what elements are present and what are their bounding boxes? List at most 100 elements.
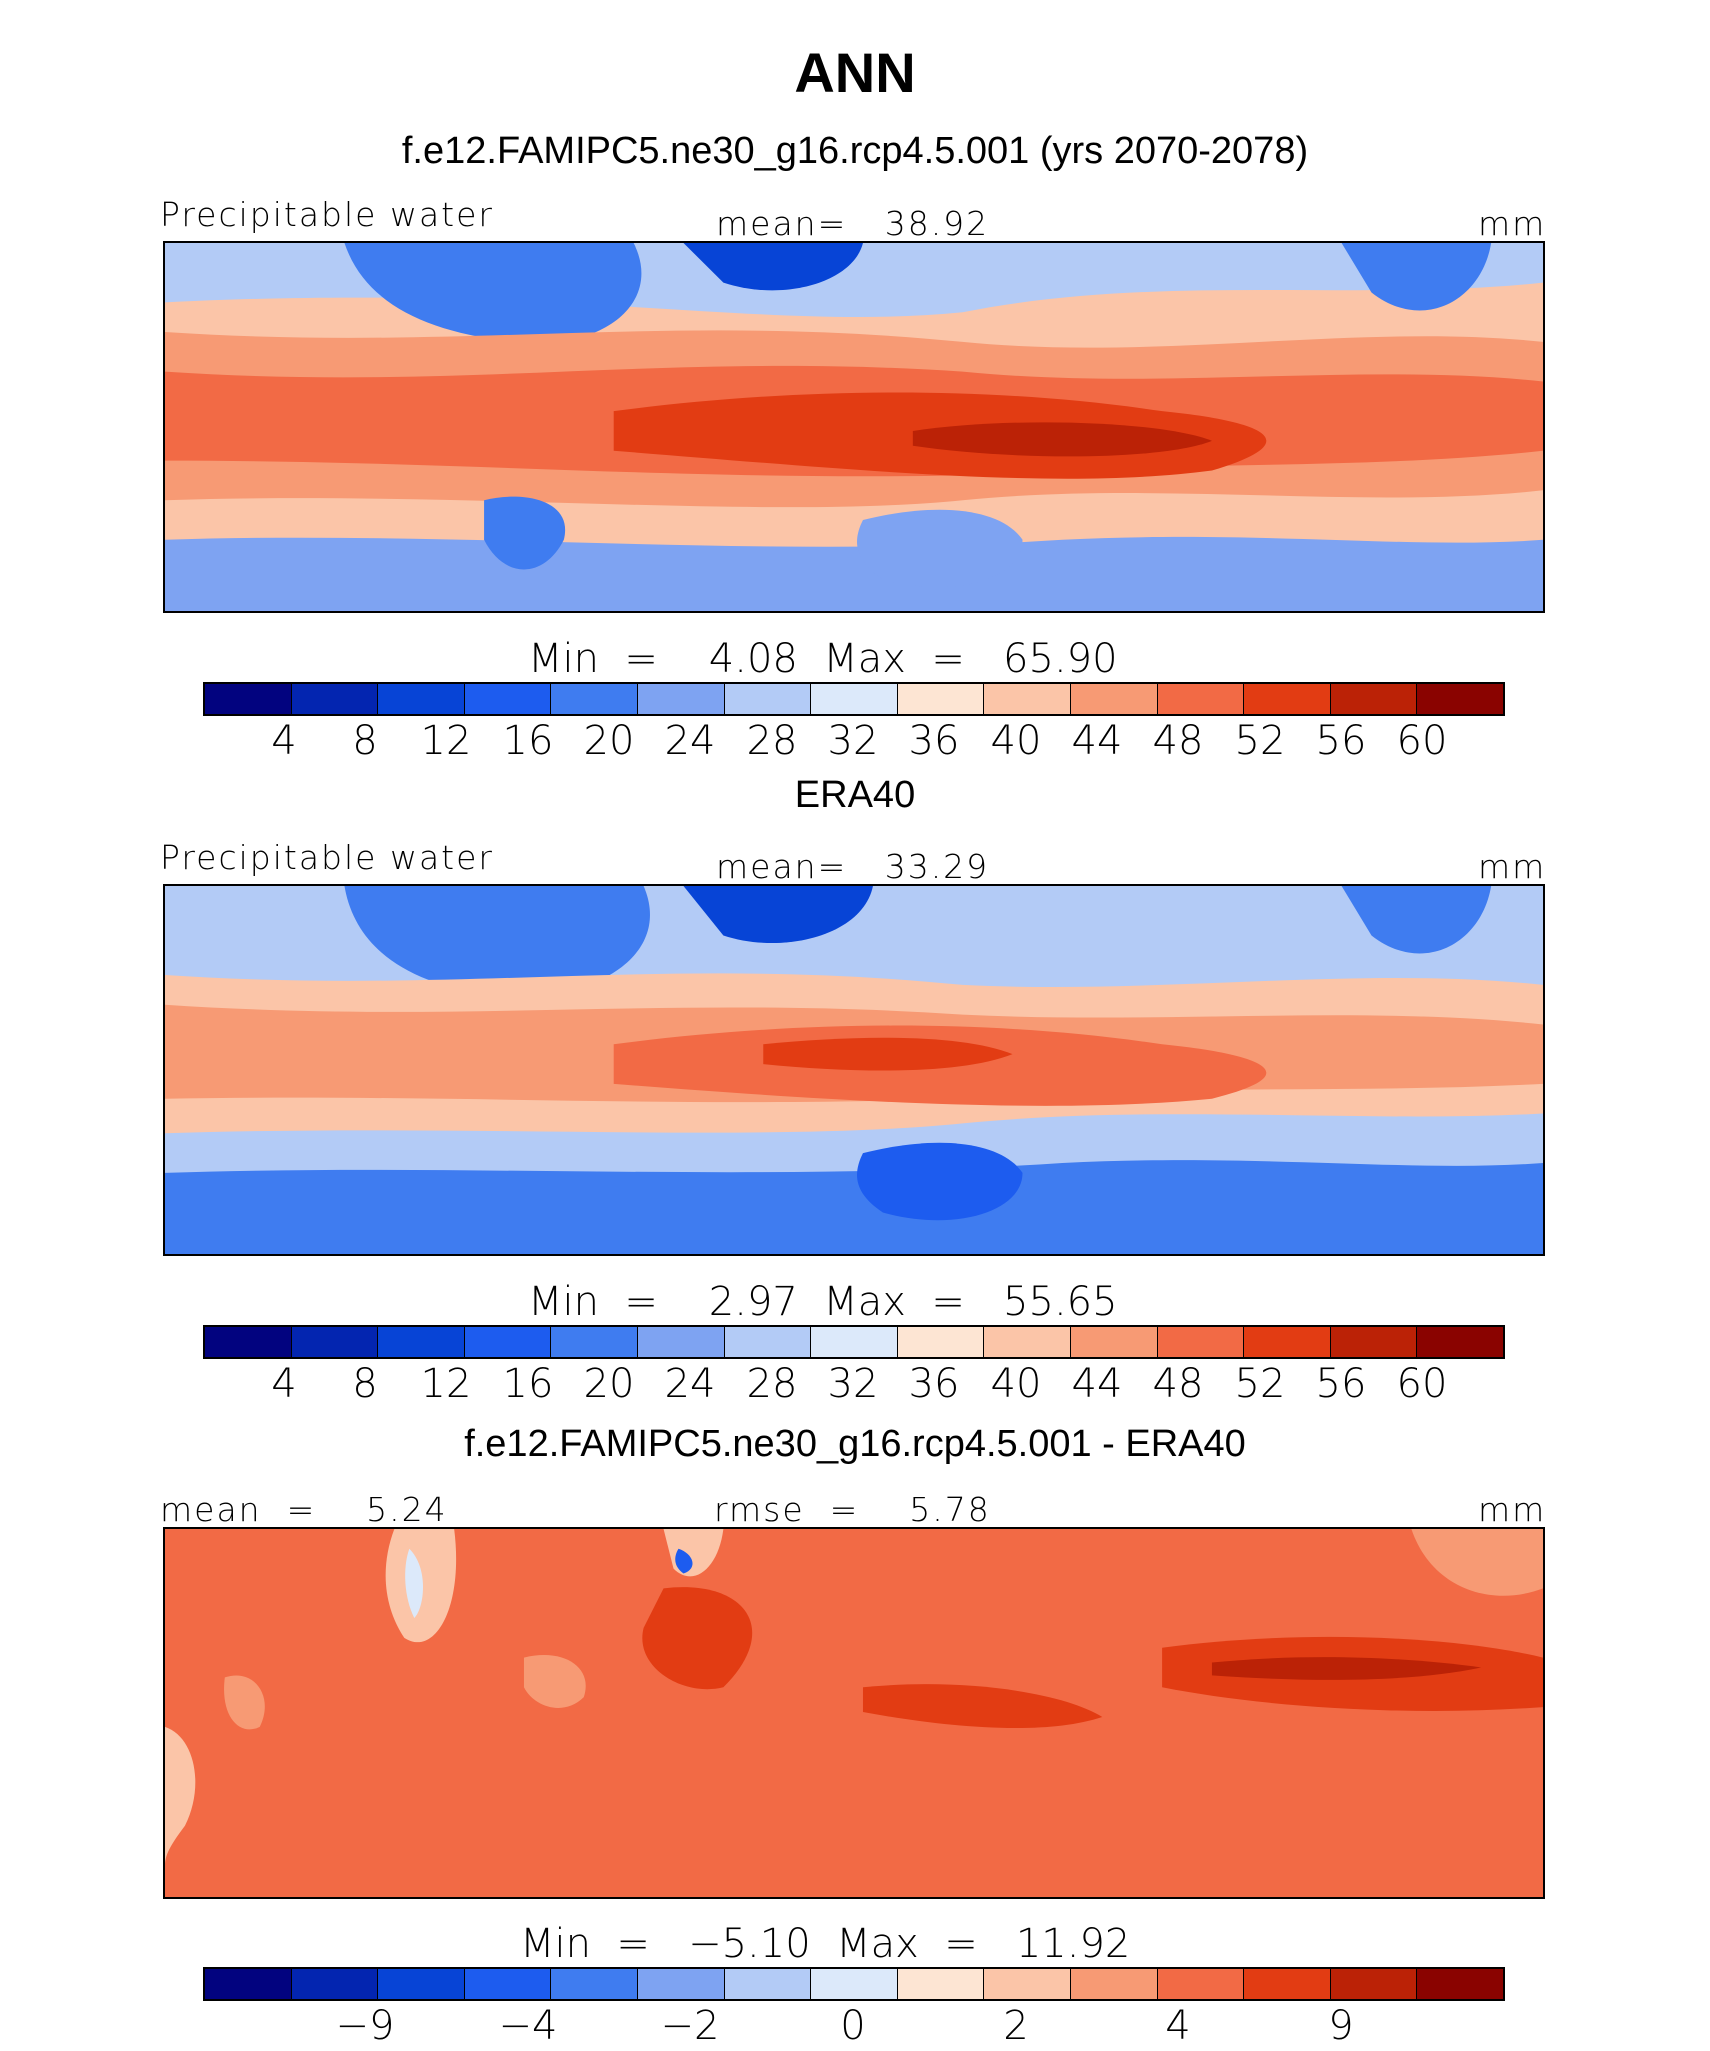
panel-2-tick: 40 bbox=[990, 1361, 1042, 1407]
panel-2-tick: 52 bbox=[1234, 1361, 1286, 1407]
panel-3-tick: −2 bbox=[660, 2003, 720, 2049]
panel-1-tick: 16 bbox=[502, 718, 554, 764]
colorbar-swatch bbox=[984, 684, 1071, 714]
colorbar-swatch bbox=[1157, 1327, 1245, 1357]
colorbar-swatch bbox=[984, 1969, 1071, 1999]
colorbar-swatch bbox=[1417, 1327, 1503, 1357]
colorbar-swatch bbox=[897, 684, 985, 714]
colorbar-swatch bbox=[551, 1327, 638, 1357]
panel-1-units-label: mm bbox=[1478, 204, 1547, 243]
panel-2-variable-label: Precipitable water bbox=[160, 838, 494, 877]
colorbar-swatch bbox=[464, 684, 552, 714]
colorbar-swatch bbox=[1330, 1969, 1418, 1999]
colorbar-swatch bbox=[378, 684, 465, 714]
panel-1-tick: 20 bbox=[583, 718, 635, 764]
panel-2-tick: 28 bbox=[746, 1361, 798, 1407]
colorbar-swatch bbox=[205, 684, 292, 714]
panel-1-tick: 52 bbox=[1234, 718, 1286, 764]
panel-2-tick: 48 bbox=[1152, 1361, 1204, 1407]
panel-3-tick: −4 bbox=[498, 2003, 558, 2049]
panel-1-tick: 44 bbox=[1071, 718, 1123, 764]
colorbar-swatch bbox=[291, 684, 379, 714]
panel-2-tick: 44 bbox=[1071, 1361, 1123, 1407]
panel-1-tick: 12 bbox=[420, 718, 472, 764]
panel-1-tick: 32 bbox=[827, 718, 879, 764]
panel-1-tick: 28 bbox=[746, 718, 798, 764]
colorbar-swatch bbox=[637, 684, 725, 714]
panel-3-tick: 9 bbox=[1328, 2003, 1354, 2049]
panel-2-tick: 20 bbox=[583, 1361, 635, 1407]
colorbar-swatch bbox=[1330, 684, 1418, 714]
colorbar-swatch bbox=[897, 1969, 985, 1999]
panel-1-tick: 36 bbox=[908, 718, 960, 764]
colorbar-swatch bbox=[464, 1327, 552, 1357]
colorbar-swatch bbox=[724, 1327, 812, 1357]
panel-3-colorbar bbox=[203, 1967, 1505, 2001]
colorbar-swatch bbox=[1417, 684, 1503, 714]
panel-2-units-label: mm bbox=[1478, 847, 1547, 886]
panel-1-map bbox=[163, 241, 1545, 613]
colorbar-swatch bbox=[637, 1969, 725, 1999]
colorbar-swatch bbox=[464, 1969, 552, 1999]
colorbar-swatch bbox=[724, 1969, 812, 1999]
panel-3-mean-label: mean = 5.24 bbox=[160, 1490, 448, 1529]
panel-2-subtitle: ERA40 bbox=[794, 774, 916, 816]
colorbar-swatch bbox=[205, 1969, 292, 1999]
colorbar-swatch bbox=[1244, 1327, 1331, 1357]
panel-2-tick: 60 bbox=[1396, 1361, 1448, 1407]
colorbar-swatch bbox=[724, 684, 812, 714]
panel-1-tick: 8 bbox=[352, 718, 378, 764]
panel-3-tick: −9 bbox=[335, 2003, 395, 2049]
panel-2-tick: 4 bbox=[271, 1361, 297, 1407]
panel-3-tick: 4 bbox=[1165, 2003, 1191, 2049]
panel-1-tick: 60 bbox=[1396, 718, 1448, 764]
panel-2-min-max: Min = 2.97 Max = 55.65 bbox=[528, 1279, 1118, 1325]
colorbar-swatch bbox=[551, 684, 638, 714]
panel-2-tick: 16 bbox=[502, 1361, 554, 1407]
panel-2-tick: 32 bbox=[827, 1361, 879, 1407]
colorbar-swatch bbox=[984, 1327, 1071, 1357]
panel-1-mean-label: mean= 38.92 bbox=[716, 204, 990, 243]
panel-2-tick: 8 bbox=[352, 1361, 378, 1407]
panel-1-min-max: Min = 4.08 Max = 65.90 bbox=[528, 636, 1118, 682]
panel-2-tick: 12 bbox=[420, 1361, 472, 1407]
colorbar-swatch bbox=[378, 1969, 465, 1999]
colorbar-swatch bbox=[811, 1969, 898, 1999]
colorbar-swatch bbox=[811, 684, 898, 714]
panel-1-tick: 40 bbox=[990, 718, 1042, 764]
colorbar-swatch bbox=[1070, 1327, 1158, 1357]
colorbar-swatch bbox=[1070, 684, 1158, 714]
panel-1-tick: 56 bbox=[1315, 718, 1367, 764]
panel-2-mean-label: mean= 33.29 bbox=[716, 847, 990, 886]
figure-title: ANN bbox=[794, 41, 916, 104]
colorbar-swatch bbox=[205, 1327, 292, 1357]
colorbar-swatch bbox=[378, 1327, 465, 1357]
panel-3-units-label: mm bbox=[1478, 1490, 1547, 1529]
panel-2-map bbox=[163, 884, 1545, 1256]
panel-1-tick: 4 bbox=[271, 718, 297, 764]
colorbar-swatch bbox=[1157, 1969, 1245, 1999]
colorbar-swatch bbox=[291, 1327, 379, 1357]
panel-1-tick: 24 bbox=[664, 718, 716, 764]
panel-3-subtitle: f.e12.FAMIPC5.ne30_g16.rcp4.5.001 - ERA4… bbox=[464, 1423, 1246, 1465]
panel-1-tick: 48 bbox=[1152, 718, 1204, 764]
colorbar-swatch bbox=[1157, 684, 1245, 714]
colorbar-swatch bbox=[291, 1969, 379, 1999]
colorbar-swatch bbox=[1070, 1969, 1158, 1999]
panel-1-colorbar bbox=[203, 682, 1505, 716]
panel-1-variable-label: Precipitable water bbox=[160, 195, 494, 234]
panel-2-tick: 24 bbox=[664, 1361, 716, 1407]
colorbar-swatch bbox=[1417, 1969, 1503, 1999]
panel-2-colorbar bbox=[203, 1325, 1505, 1359]
colorbar-swatch bbox=[1244, 684, 1331, 714]
panel-3-min-max: Min = −5.10 Max = 11.92 bbox=[520, 1921, 1131, 1967]
panel-1-subtitle: f.e12.FAMIPC5.ne30_g16.rcp4.5.001 (yrs 2… bbox=[401, 130, 1309, 172]
colorbar-swatch bbox=[1244, 1969, 1331, 1999]
colorbar-swatch bbox=[897, 1327, 985, 1357]
colorbar-swatch bbox=[1330, 1327, 1418, 1357]
panel-2-tick: 36 bbox=[908, 1361, 960, 1407]
panel-3-map bbox=[163, 1527, 1545, 1899]
colorbar-swatch bbox=[811, 1327, 898, 1357]
panel-3-rmse-label: rmse = 5.78 bbox=[714, 1490, 991, 1529]
colorbar-swatch bbox=[637, 1327, 725, 1357]
